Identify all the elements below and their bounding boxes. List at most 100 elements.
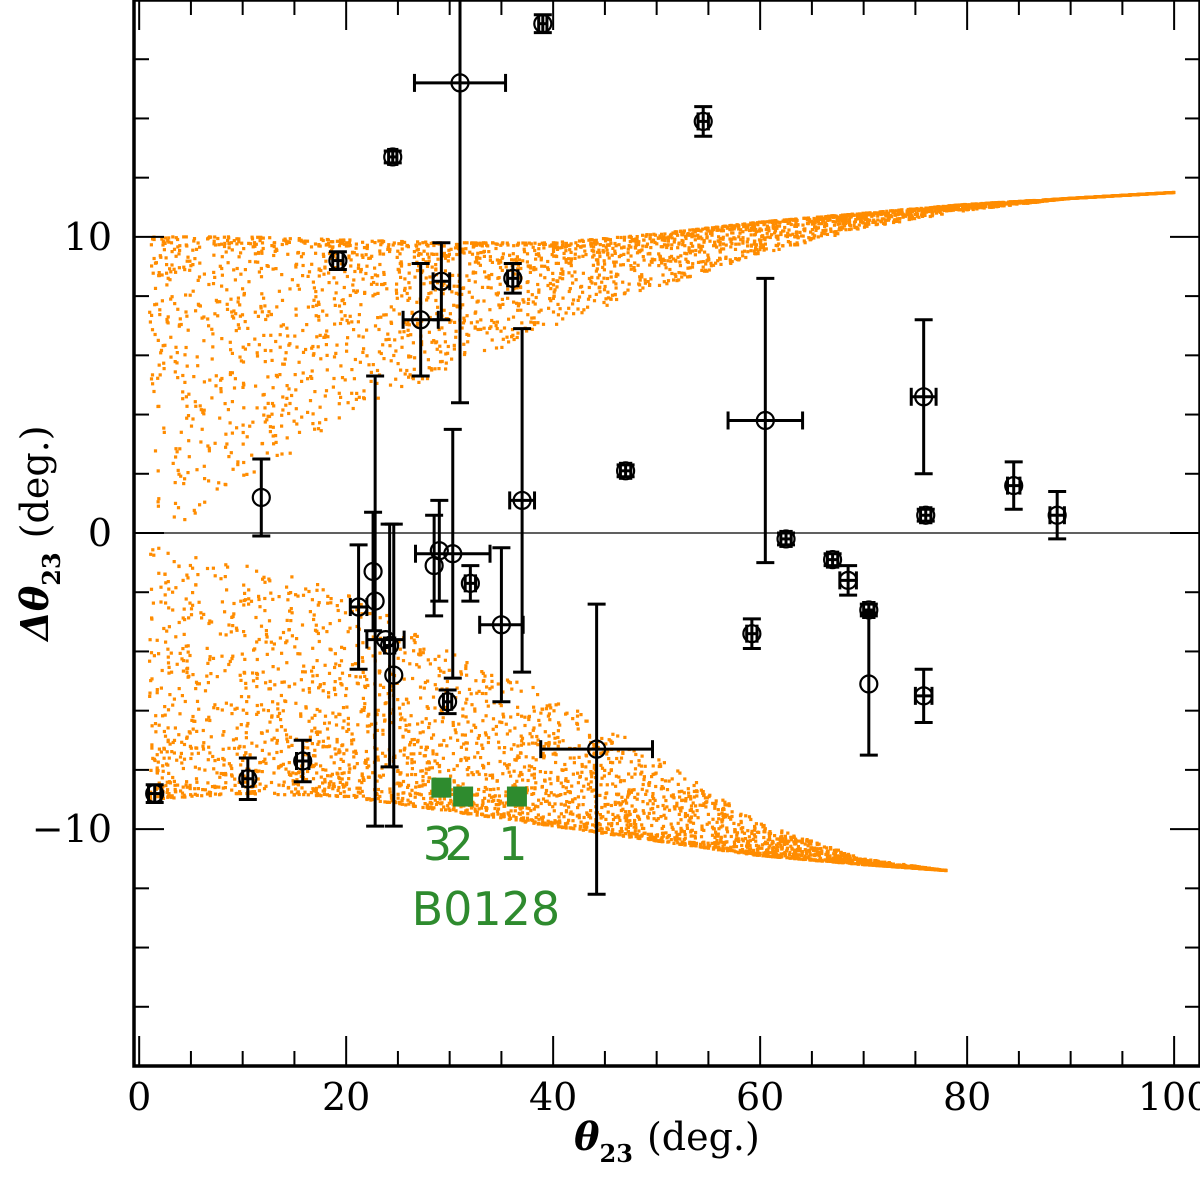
model-point [259, 235, 263, 239]
model-point [346, 244, 350, 248]
model-point [685, 252, 689, 256]
model-point [191, 727, 195, 731]
model-point [509, 774, 513, 778]
model-point [185, 785, 189, 789]
model-point [693, 834, 697, 838]
model-point [829, 846, 833, 850]
model-point [392, 308, 396, 312]
model-point [436, 257, 440, 261]
model-point [271, 597, 275, 601]
model-point [368, 612, 372, 616]
model-point [192, 719, 196, 723]
model-point [718, 236, 722, 241]
model-point [170, 750, 174, 754]
model-point [239, 695, 244, 699]
model-point [305, 323, 309, 327]
model-point [537, 242, 541, 246]
model-point [166, 551, 170, 555]
model-point [223, 241, 227, 245]
model-point [197, 600, 201, 604]
model-point [716, 239, 720, 243]
model-point [573, 797, 577, 801]
model-point [719, 262, 723, 266]
model-point [658, 254, 662, 258]
model-point [317, 274, 321, 278]
model-point [288, 237, 292, 241]
model-point [695, 794, 699, 798]
model-point [335, 740, 339, 744]
model-point [262, 296, 266, 300]
model-point [896, 209, 900, 214]
model-point [159, 351, 163, 355]
model-point [400, 242, 404, 246]
model-point [892, 220, 896, 225]
model-point [394, 349, 398, 353]
model-point [564, 241, 568, 245]
model-point [213, 275, 217, 279]
model-point [536, 252, 541, 256]
model-point [438, 360, 443, 364]
model-point [693, 238, 697, 242]
model-point [313, 748, 317, 752]
model-point [934, 206, 938, 210]
model-point [178, 651, 182, 655]
model-point [230, 400, 234, 404]
model-point [1060, 197, 1064, 201]
model-point [809, 230, 813, 234]
model-point [196, 364, 200, 368]
model-point [149, 552, 153, 556]
model-point [395, 282, 399, 286]
model-point [321, 252, 325, 256]
model-point [371, 294, 375, 298]
model-point [603, 262, 607, 266]
model-point [403, 288, 407, 292]
model-point [500, 268, 504, 272]
model-point [419, 745, 423, 749]
model-point [721, 242, 726, 246]
model-point [276, 714, 280, 718]
model-point [202, 272, 206, 276]
model-point [238, 355, 242, 359]
model-point [247, 241, 251, 245]
model-point [402, 748, 406, 752]
model-point [260, 241, 265, 245]
model-point [456, 738, 460, 742]
model-point [527, 768, 531, 772]
model-point [294, 701, 298, 705]
model-point [522, 300, 526, 304]
model-point [182, 742, 187, 747]
model-point [297, 430, 302, 434]
model-point [377, 327, 381, 332]
model-point [967, 204, 971, 208]
model-point [262, 787, 267, 791]
model-point [531, 818, 535, 823]
model-point [491, 717, 496, 721]
model-point [211, 754, 215, 759]
model-point [165, 263, 169, 267]
model-point [795, 231, 799, 235]
model-point [801, 223, 805, 227]
model-point [288, 609, 292, 613]
model-point [658, 234, 662, 238]
model-point [150, 313, 154, 317]
model-point [347, 787, 351, 791]
model-point [483, 731, 488, 735]
model-point [744, 228, 748, 232]
model-point [536, 805, 540, 809]
model-point [344, 693, 348, 698]
model-point [611, 761, 615, 765]
model-point [275, 728, 279, 732]
model-point [230, 773, 234, 777]
model-point [401, 702, 405, 706]
model-point [169, 355, 173, 359]
model-point [781, 244, 785, 248]
model-point [272, 442, 276, 446]
model-point [715, 225, 719, 229]
model-point [172, 697, 176, 701]
model-point [547, 812, 551, 816]
model-point [361, 277, 365, 281]
model-point [439, 708, 443, 712]
model-point [549, 791, 553, 795]
model-point [242, 473, 246, 477]
model-point [526, 264, 530, 268]
